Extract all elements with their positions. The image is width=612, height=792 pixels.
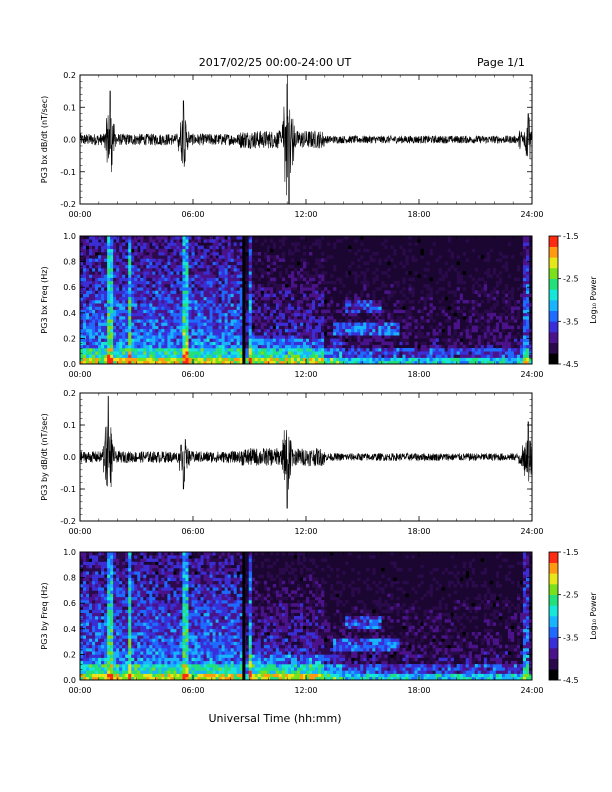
panel-1: 0.2 0.1 0.0 -0.1 -0.200:00 06:00 12:00 18:00 24:…	[40, 71, 544, 219]
x-tick-label: 06:00	[181, 210, 204, 219]
y-tick-label: 0.2	[63, 334, 76, 343]
x-tick-label: 24:00	[520, 686, 543, 695]
y-tick-label: 0.0	[63, 136, 76, 145]
y-tick-label: 1.0	[63, 548, 76, 557]
spectrogram-cells	[80, 236, 533, 365]
x-tick-label: 24:00	[520, 210, 543, 219]
y-axis-label: PG3 bx dB/dt (nT/sec)	[40, 96, 49, 183]
x-tick-label: 24:00	[520, 527, 543, 536]
y-tick-label: 0.4	[63, 309, 76, 318]
x-tick-label: 18:00	[407, 527, 430, 536]
y-tick-label: 0.1	[63, 421, 76, 430]
colorbar-label: Log₁₀ Power	[589, 592, 598, 640]
x-tick-label: 00:00	[68, 527, 91, 536]
y-tick-label: -0.2	[60, 200, 76, 209]
y-tick-label: 0.8	[63, 574, 76, 583]
x-tick-label: 12:00	[294, 686, 317, 695]
colorbar-tick-label: -1.5	[563, 232, 579, 241]
x-tick-label: 12:00	[294, 370, 317, 379]
colorbar-tick-label: -4.5	[563, 676, 579, 685]
data-gap-line	[242, 236, 246, 364]
colorbar-label: Log₁₀ Power	[589, 276, 598, 324]
x-tick-label: 12:00	[294, 210, 317, 219]
x-tick-label: 00:00	[68, 210, 91, 219]
header-page: Page 1/1	[477, 56, 525, 69]
spectrogram-cells	[80, 552, 533, 681]
x-tick-label: 06:00	[181, 686, 204, 695]
y-tick-label: 0.0	[63, 360, 76, 369]
colorbar-tick-label: -4.5	[563, 360, 579, 369]
y-tick-label: 0.2	[63, 650, 76, 659]
y-tick-label: 0.2	[63, 71, 76, 80]
colorbar: -1.5 -2.5 -3.5 -4.5 Log₁₀ Power	[548, 548, 598, 685]
header-date: 2017/02/25 00:00-24:00 UT	[199, 56, 352, 69]
y-axis-label: PG3 by dB/dt (nT/sec)	[40, 413, 49, 500]
x-tick-label: 00:00	[68, 370, 91, 379]
y-tick-label: -0.1	[60, 485, 76, 494]
y-tick-label: 0.6	[63, 599, 76, 608]
y-axis-label: PG3 bx Freq (Hz)	[40, 266, 49, 333]
y-tick-label: 0.4	[63, 625, 76, 634]
colorbar-tick-label: -2.5	[563, 591, 579, 600]
x-tick-label: 18:00	[407, 210, 430, 219]
y-axis-label: PG3 by Freq (Hz)	[40, 582, 49, 649]
y-tick-label: 0.2	[63, 389, 76, 398]
x-tick-label: 12:00	[294, 527, 317, 536]
x-tick-label: 06:00	[181, 527, 204, 536]
y-tick-label: 0.0	[63, 676, 76, 685]
series-line	[79, 74, 533, 205]
panel-3: 0.2 0.1 0.0 -0.1 -0.200:00 06:00 12:00 18:00 24:…	[40, 389, 544, 536]
x-tick-label: 18:00	[407, 370, 430, 379]
y-tick-label: 0.0	[63, 453, 76, 462]
colorbar-tick-label: -3.5	[563, 317, 579, 326]
y-tick-label: 0.1	[63, 103, 76, 112]
y-tick-label: -0.1	[60, 168, 76, 177]
y-tick-label: -0.2	[60, 517, 76, 526]
x-tick-label: 00:00	[68, 686, 91, 695]
colorbar: -1.5 -2.5 -3.5 -4.5 Log₁₀ Power	[548, 232, 598, 369]
x-tick-label: 06:00	[181, 370, 204, 379]
x-tick-label: 18:00	[407, 686, 430, 695]
colorbar-tick-label: -3.5	[563, 633, 579, 642]
colorbar-tick-label: -2.5	[563, 275, 579, 284]
data-gap-line	[242, 552, 246, 680]
y-tick-label: 1.0	[63, 232, 76, 241]
x-tick-label: 24:00	[520, 370, 543, 379]
panel-4: -1.5 -2.5 -3.5 -4.5 Log₁₀ Power 1.0 0.8 0.6 0.4 0…	[40, 548, 598, 695]
x-axis-label: Universal Time (hh:mm)	[209, 712, 342, 725]
y-tick-label: 0.6	[63, 283, 76, 292]
colorbar-tick-label: -1.5	[563, 548, 579, 557]
panel-2: -1.5 -2.5 -3.5 -4.5 Log₁₀ Power 1.0 0.8 0.6 0.4 0…	[40, 232, 598, 379]
series-line	[79, 395, 533, 509]
y-tick-label: 0.8	[63, 258, 76, 267]
